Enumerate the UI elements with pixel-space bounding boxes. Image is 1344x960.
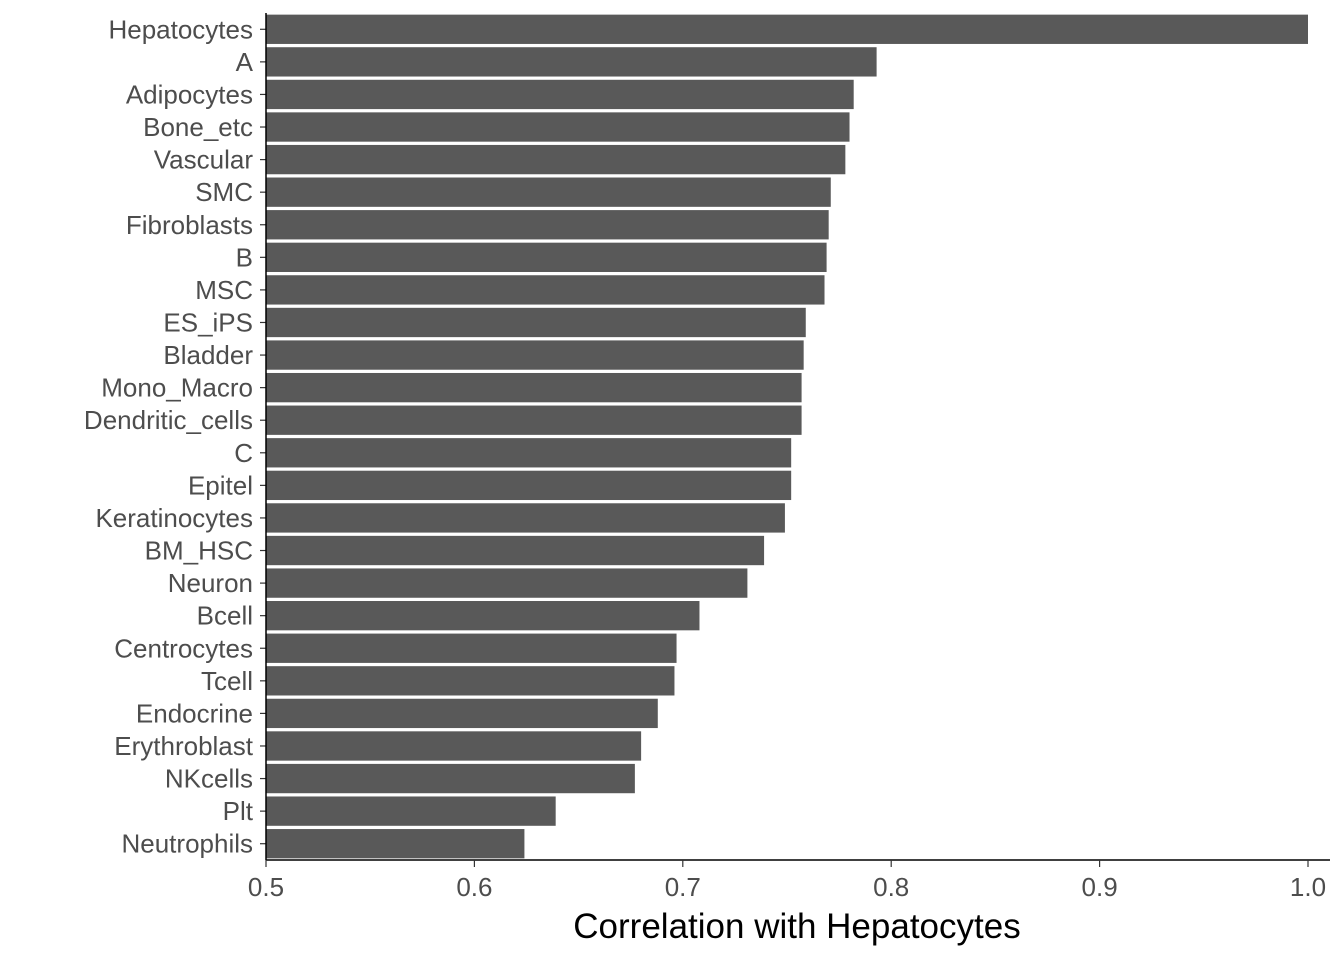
bar-bladder <box>266 340 804 370</box>
bar-neuron <box>266 568 748 598</box>
bar-b <box>266 242 827 272</box>
bar-smc <box>266 177 831 207</box>
bar-keratinocytes <box>266 503 785 533</box>
bar-plt <box>266 796 556 826</box>
y-tick-label: BM_HSC <box>145 536 253 566</box>
bar-msc <box>266 275 825 305</box>
bar-epitel <box>266 470 792 501</box>
y-tick-label: B <box>236 242 253 272</box>
y-tick-label: Plt <box>223 796 254 826</box>
y-tick-label: Hepatocytes <box>108 14 253 44</box>
y-tick-label: SMC <box>195 177 253 207</box>
y-tick-label: Mono_Macro <box>101 373 253 403</box>
y-tick-label: Bladder <box>163 340 253 370</box>
bar-bone-etc <box>266 112 850 142</box>
bar-bcell <box>266 601 700 631</box>
y-tick-label: Bcell <box>197 601 253 631</box>
y-tick-label: Endocrine <box>136 698 253 728</box>
bar-fibroblasts <box>266 210 829 240</box>
y-tick-label: Dendritic_cells <box>84 405 253 435</box>
x-axis-ticks: 0.5 0.6 0.7 0.8 0.9 1.0 <box>248 860 1326 902</box>
y-tick-label: ES_iPS <box>163 307 253 337</box>
bar-centrocytes <box>266 633 677 663</box>
y-tick-label: NKcells <box>165 764 253 794</box>
y-tick-label: MSC <box>195 275 253 305</box>
bar-tcell <box>266 666 675 696</box>
y-tick-label: A <box>236 47 254 77</box>
x-tick-label: 0.6 <box>456 872 492 902</box>
y-tick-label: Erythroblast <box>114 731 253 761</box>
bar-nkcells <box>266 763 635 794</box>
x-tick-label: 0.7 <box>665 872 701 902</box>
x-tick-label: 0.9 <box>1082 872 1118 902</box>
x-tick-label: 1.0 <box>1290 872 1326 902</box>
bar-adipocytes <box>266 79 854 110</box>
y-axis-labels: HepatocytesAAdipocytesBone_etcVascularSM… <box>84 14 266 859</box>
bar-mono-macro <box>266 372 802 403</box>
x-tick-label: 0.5 <box>248 872 284 902</box>
bar-dendritic-cells <box>266 405 802 435</box>
y-tick-label: Neuron <box>168 568 253 598</box>
y-tick-label: Centrocytes <box>114 633 253 663</box>
x-tick-label: 0.8 <box>873 872 909 902</box>
bar-bm-hsc <box>266 535 765 566</box>
y-tick-label: Adipocytes <box>126 79 253 109</box>
y-tick-label: Bone_etc <box>143 112 253 142</box>
bar-hepatocytes <box>266 14 1308 44</box>
y-tick-label: Vascular <box>154 145 254 175</box>
bar-c <box>266 438 792 468</box>
y-tick-label: Keratinocytes <box>95 503 253 533</box>
bar-neutrophils <box>266 829 525 859</box>
bar-erythroblast <box>266 731 642 761</box>
bar-endocrine <box>266 698 658 729</box>
y-tick-label: C <box>234 438 253 468</box>
x-axis-title: Correlation with Hepatocytes <box>573 907 1020 946</box>
bar-a <box>266 47 877 77</box>
bars-group <box>266 14 1308 859</box>
bar-es-ips <box>266 307 806 338</box>
y-tick-label: Fibroblasts <box>126 210 253 240</box>
y-tick-label: Neutrophils <box>121 829 253 859</box>
y-tick-label: Tcell <box>201 666 253 696</box>
y-tick-label: Epitel <box>188 470 253 500</box>
bar-vascular <box>266 144 846 175</box>
